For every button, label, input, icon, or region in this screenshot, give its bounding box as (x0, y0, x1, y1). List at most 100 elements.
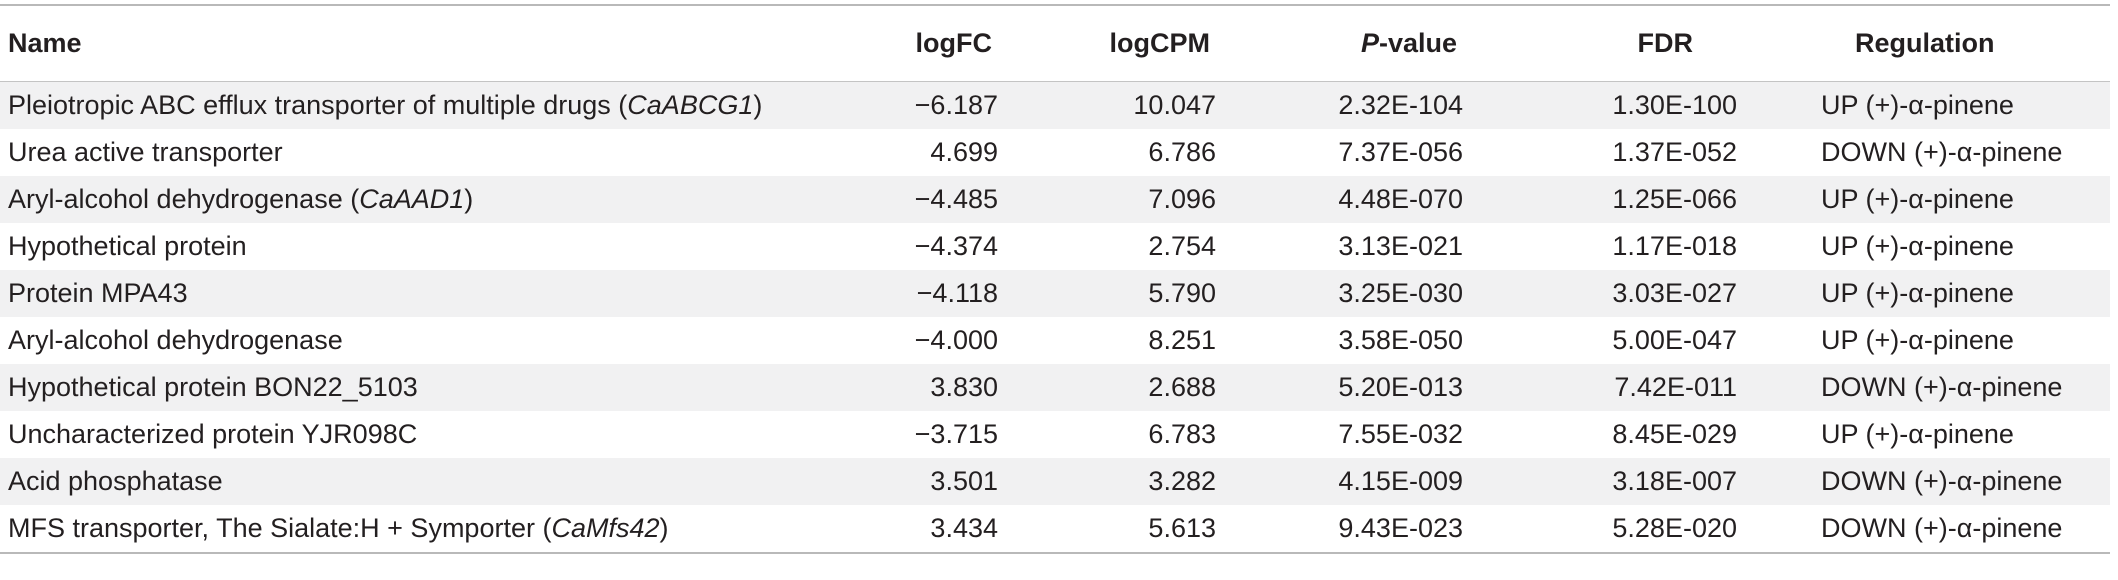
cell-pvalue: 3.25E-030 (1338, 278, 1463, 308)
table-row: Uncharacterized protein YJR098C −3.715 6.7… (0, 411, 2110, 458)
cell-pvalue: 3.13E-021 (1338, 231, 1463, 261)
cell-regulation: DOWN (+)-α-pinene (1821, 137, 2063, 167)
cell-name-text: Protein MPA43 (8, 278, 188, 308)
cell-logfc: −4.118 (916, 278, 998, 308)
cell-name-close: ) (659, 513, 669, 543)
cell-name: Hypothetical protein (0, 231, 820, 262)
cell-name-text: Acid phosphatase (8, 466, 223, 496)
cell-fdr: 1.30E-100 (1612, 90, 1737, 120)
cell-gene-symbol: CaABCG1 (627, 90, 754, 120)
cell-name: Uncharacterized protein YJR098C (0, 419, 820, 450)
cell-name-text: Aryl-alcohol dehydrogenase (8, 325, 343, 355)
cell-logcpm: 2.688 (1148, 372, 1216, 402)
header-name: Name (8, 28, 82, 58)
header-pvalue: P-value (1210, 28, 1457, 59)
cell-logfc: −4.000 (914, 325, 998, 355)
table-row: Urea active transporter 4.699 6.786 7.37E-0… (0, 129, 2110, 176)
cell-name-text: Hypothetical protein (8, 231, 247, 261)
cell-regulation: UP (+)-α-pinene (1821, 278, 2014, 308)
cell-pvalue: 7.55E-032 (1338, 419, 1463, 449)
cell-fdr: 3.03E-027 (1612, 278, 1737, 308)
cell-logfc: −4.374 (914, 231, 998, 261)
cell-regulation: UP (+)-α-pinene (1821, 231, 2014, 261)
cell-pvalue: 2.32E-104 (1338, 90, 1463, 120)
cell-fdr: 1.37E-052 (1612, 137, 1737, 167)
cell-logfc: 3.501 (930, 466, 998, 496)
cell-logfc: −3.715 (914, 419, 998, 449)
cell-gene-symbol: CaAAD1 (359, 184, 465, 214)
cell-pvalue: 4.15E-009 (1338, 466, 1463, 496)
cell-gene-symbol: CaMfs42 (551, 513, 660, 543)
cell-name-text: Aryl-alcohol dehydrogenase ( (8, 184, 360, 214)
table-row: Hypothetical protein BON22_5103 3.830 2.68… (0, 364, 2110, 411)
cell-logfc: 3.830 (930, 372, 998, 402)
cell-logcpm: 6.783 (1148, 419, 1216, 449)
cell-logfc: 4.699 (930, 137, 998, 167)
data-table: Name logFC logCPM P-value FDR Regulation… (0, 4, 2110, 554)
cell-fdr: 7.42E-011 (1614, 372, 1737, 402)
cell-name-text: Pleiotropic ABC efflux transporter of mu… (8, 90, 628, 120)
cell-name: Aryl-alcohol dehydrogenase (0, 325, 820, 356)
cell-logcpm: 8.251 (1148, 325, 1216, 355)
cell-regulation: DOWN (+)-α-pinene (1821, 372, 2063, 402)
cell-logcpm: 5.613 (1148, 513, 1216, 543)
header-pvalue-italic: P (1360, 28, 1379, 58)
cell-pvalue: 9.43E-023 (1338, 513, 1463, 543)
table-row: MFS transporter, The Sialate:H + Symport… (0, 505, 2110, 552)
cell-logcpm: 5.790 (1148, 278, 1216, 308)
cell-pvalue: 7.37E-056 (1338, 137, 1463, 167)
cell-regulation: DOWN (+)-α-pinene (1821, 466, 2063, 496)
cell-regulation: UP (+)-α-pinene (1821, 419, 2014, 449)
cell-name: Aryl-alcohol dehydrogenase (CaAAD1) (0, 184, 820, 215)
cell-logfc: −4.485 (914, 184, 998, 214)
bottom-rule (0, 552, 2110, 554)
cell-regulation: DOWN (+)-α-pinene (1821, 513, 2063, 543)
cell-pvalue: 4.48E-070 (1338, 184, 1463, 214)
top-rule (0, 4, 2110, 6)
cell-logcpm: 10.047 (1133, 90, 1216, 120)
cell-fdr: 1.17E-018 (1612, 231, 1737, 261)
cell-regulation: UP (+)-α-pinene (1821, 90, 2014, 120)
cell-name: Acid phosphatase (0, 466, 820, 497)
header-logfc: logFC (915, 28, 992, 58)
header-rule (0, 81, 2110, 82)
cell-regulation: UP (+)-α-pinene (1821, 325, 2014, 355)
cell-name-text: Uncharacterized protein YJR098C (8, 419, 418, 449)
cell-name: MFS transporter, The Sialate:H + Symport… (0, 513, 820, 544)
cell-name: Protein MPA43 (0, 278, 820, 309)
cell-name: Urea active transporter (0, 137, 820, 168)
cell-name-close: ) (753, 90, 763, 120)
cell-name-text: Hypothetical protein BON22_5103 (8, 372, 418, 402)
cell-logcpm: 3.282 (1148, 466, 1216, 496)
header-fdr: FDR (1637, 28, 1694, 58)
cell-logcpm: 2.754 (1148, 231, 1216, 261)
cell-name-text: MFS transporter, The Sialate:H + Symport… (8, 513, 552, 543)
table-row: Aryl-alcohol dehydrogenase −4.000 8.251 3.5… (0, 317, 2110, 364)
cell-fdr: 5.00E-047 (1612, 325, 1737, 355)
cell-fdr: 1.25E-066 (1612, 184, 1737, 214)
header-pvalue-rest: -value (1378, 28, 1457, 58)
table-body: Pleiotropic ABC efflux transporter of mu… (0, 82, 2110, 552)
cell-pvalue: 3.58E-050 (1338, 325, 1463, 355)
cell-name: Hypothetical protein BON22_5103 (0, 372, 820, 403)
cell-fdr: 8.45E-029 (1612, 419, 1737, 449)
cell-pvalue: 5.20E-013 (1338, 372, 1463, 402)
header-logcpm: logCPM (1109, 28, 1211, 58)
cell-fdr: 3.18E-007 (1612, 466, 1737, 496)
table-row: Aryl-alcohol dehydrogenase (CaAAD1) −4.48… (0, 176, 2110, 223)
table-row: Hypothetical protein −4.374 2.754 3.13E-021… (0, 223, 2110, 270)
table-row: Acid phosphatase 3.501 3.282 4.15E-009 3.18E… (0, 458, 2110, 505)
cell-logfc: −6.187 (914, 90, 998, 120)
cell-logcpm: 6.786 (1148, 137, 1216, 167)
cell-fdr: 5.28E-020 (1612, 513, 1737, 543)
cell-logcpm: 7.096 (1148, 184, 1216, 214)
cell-name: Pleiotropic ABC efflux transporter of mu… (0, 90, 820, 121)
cell-regulation: UP (+)-α-pinene (1821, 184, 2014, 214)
table-header-row: Name logFC logCPM P-value FDR Regulation (0, 6, 2110, 81)
cell-name-close: ) (464, 184, 474, 214)
cell-name-text: Urea active transporter (8, 137, 283, 167)
table-row: Protein MPA43 −4.118 5.790 3.25E-030 3.03E-0… (0, 270, 2110, 317)
cell-logfc: 3.434 (930, 513, 998, 543)
header-regulation: Regulation (1855, 28, 1995, 58)
table-row: Pleiotropic ABC efflux transporter of mu… (0, 82, 2110, 129)
